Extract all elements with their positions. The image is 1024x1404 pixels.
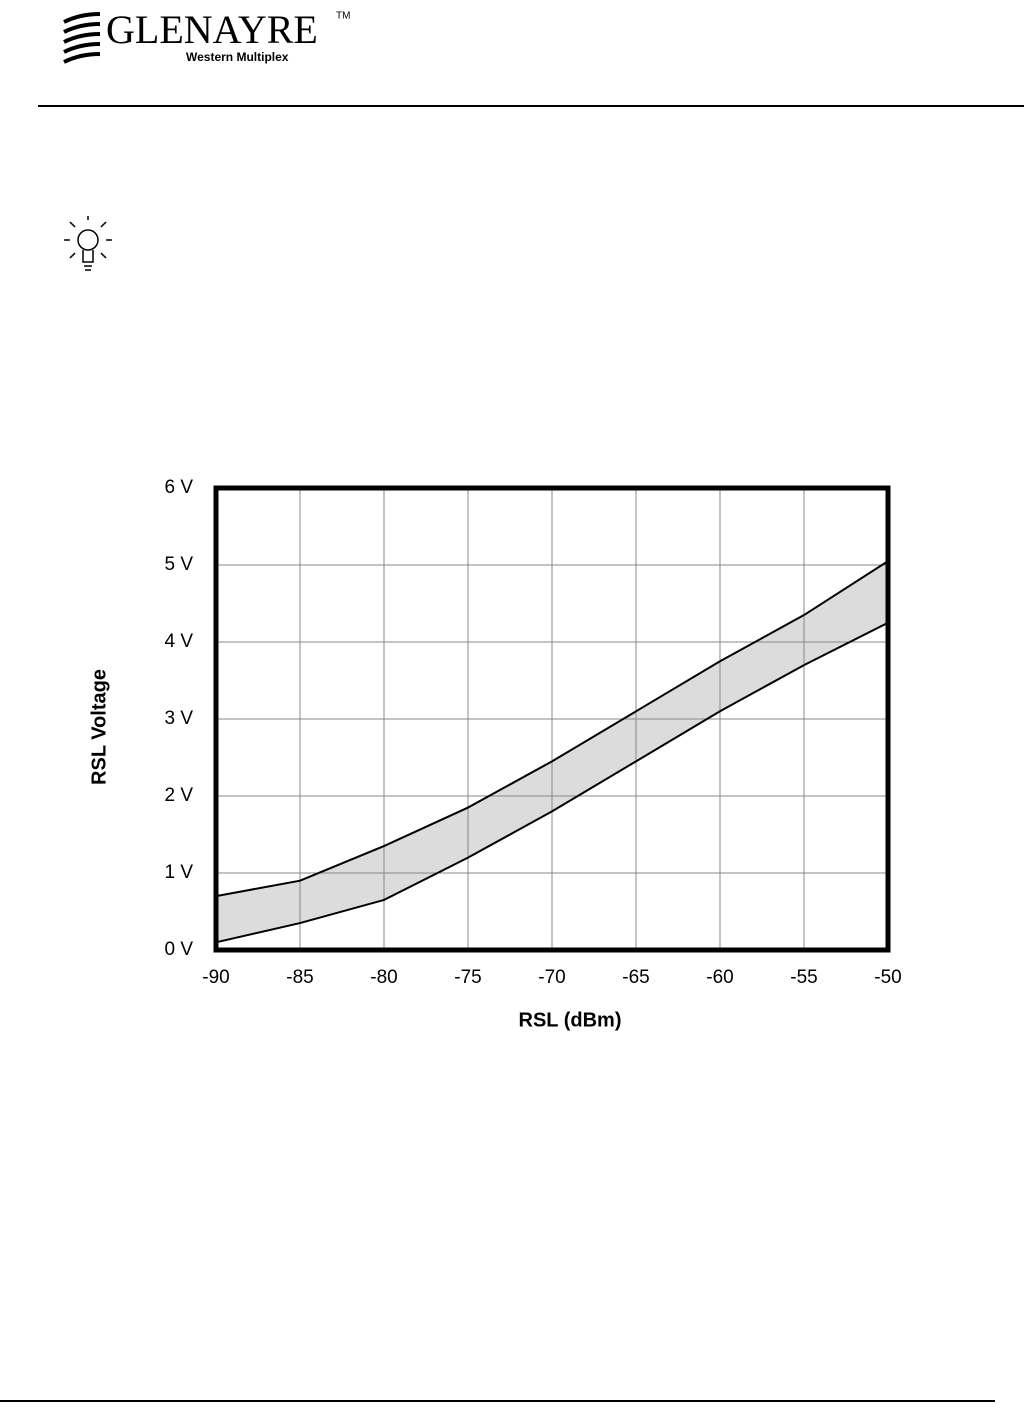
band-edge	[215, 621, 889, 944]
trademark: TM	[336, 11, 350, 22]
brand: GLENAYRE	[106, 7, 318, 52]
y-tick-label: 5 V	[164, 554, 193, 575]
x-tick-label: -70	[538, 967, 565, 988]
y-axis-label: RSL Voltage	[88, 669, 110, 785]
y-tick-label: 0 V	[164, 939, 193, 960]
x-axis-label: RSL (dBm)	[519, 1009, 622, 1031]
x-tick-label: -80	[370, 967, 397, 988]
y-tick-label: 1 V	[164, 862, 193, 883]
y-tick-label: 4 V	[164, 631, 193, 652]
y-tick-label: 3 V	[164, 708, 193, 729]
plot-frame	[213, 485, 891, 953]
x-tick-label: -90	[202, 967, 229, 988]
x-tick-label: -65	[622, 967, 649, 988]
y-tick-label: 2 V	[164, 785, 193, 806]
x-tick-label: -85	[286, 967, 313, 988]
y-tick-label: 6 V	[164, 477, 193, 498]
band-edge	[215, 560, 889, 898]
x-tick-label: -75	[454, 967, 481, 988]
x-tick-label: -50	[874, 967, 901, 988]
tip-icon	[64, 216, 112, 271]
x-tick-label: -60	[706, 967, 733, 988]
x-tick-label: -55	[790, 967, 817, 988]
brand-subtitle: Western Multiplex	[186, 50, 289, 64]
logo	[63, 12, 101, 64]
chart: 0 V 1 V 2 V 3 V 4 V 5 V 6 V -90 -85 -80 -75 -70 -65 -…	[88, 477, 901, 1031]
